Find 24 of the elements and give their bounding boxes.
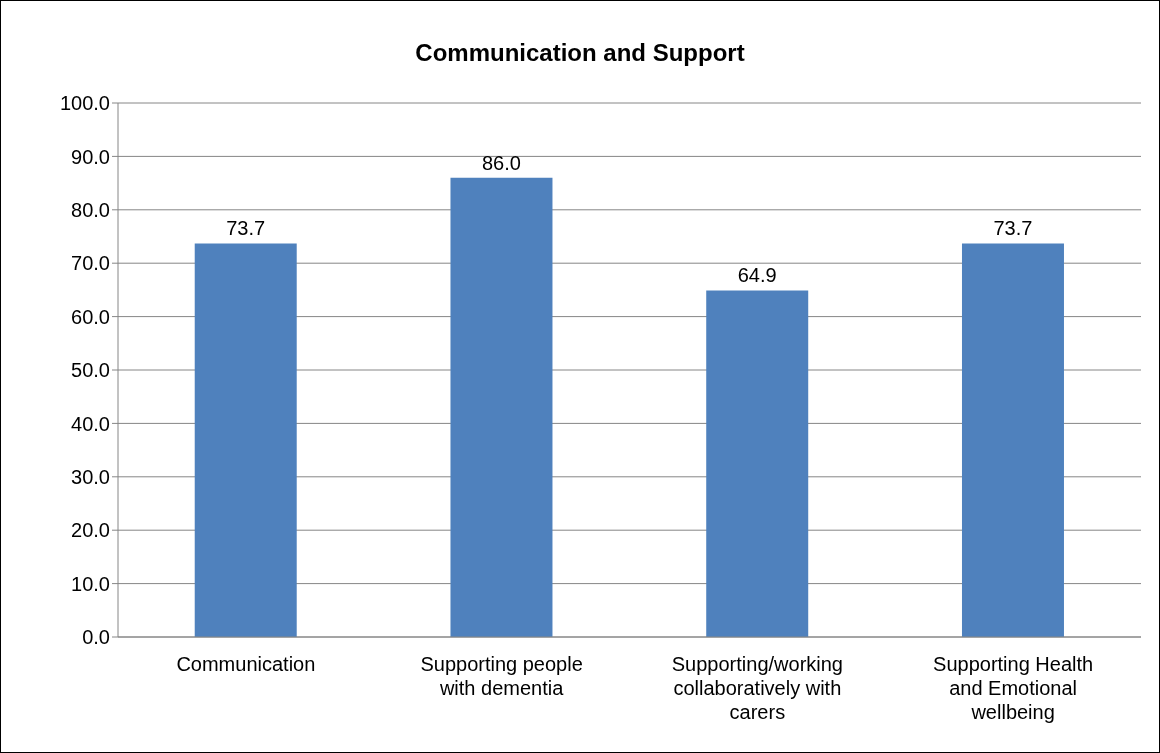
- y-tick-label: 100.0: [59, 92, 110, 115]
- y-tick-label: 80.0: [71, 198, 110, 221]
- y-tick-label: 20.0: [71, 519, 110, 542]
- y-tick-label: 40.0: [71, 412, 110, 435]
- y-tick-label: 30.0: [71, 465, 110, 488]
- data-label: 86.0: [482, 151, 521, 174]
- x-tick-label: Supporting people with dementia: [420, 653, 583, 699]
- bar: [961, 243, 1064, 637]
- data-label: 73.7: [993, 217, 1033, 240]
- bar: [450, 177, 553, 637]
- data-label: 73.7: [226, 217, 266, 240]
- x-tick-label: Supporting Health and Emotional wellbeing: [933, 653, 1094, 723]
- bar: [706, 290, 809, 637]
- y-tick-label: 50.0: [71, 359, 110, 382]
- x-tick-label: Communication: [176, 653, 316, 675]
- y-tick-label: 0.0: [82, 626, 110, 649]
- y-tick-label: 60.0: [71, 305, 110, 328]
- y-tick-label: 70.0: [71, 252, 110, 275]
- y-tick-label: 90.0: [71, 145, 110, 168]
- data-label: 64.9: [737, 264, 777, 287]
- y-tick-label: 10.0: [71, 572, 110, 595]
- x-tick-label: Supporting/working collaboratively with carers: [671, 653, 843, 723]
- chart-title: Communication and Support: [414, 39, 746, 67]
- bar: [194, 243, 297, 637]
